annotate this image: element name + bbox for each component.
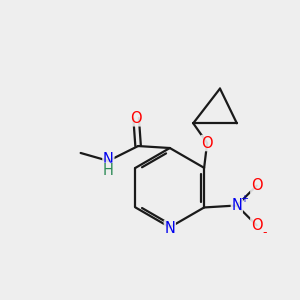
Text: +: + (240, 194, 248, 203)
Text: N: N (231, 198, 242, 213)
Text: O: O (201, 136, 213, 151)
Text: O: O (251, 178, 262, 193)
Text: N: N (103, 152, 114, 167)
Text: -: - (262, 226, 267, 239)
Text: H: H (103, 163, 114, 178)
Text: O: O (251, 218, 262, 233)
Text: N: N (164, 221, 175, 236)
Text: O: O (130, 111, 142, 126)
